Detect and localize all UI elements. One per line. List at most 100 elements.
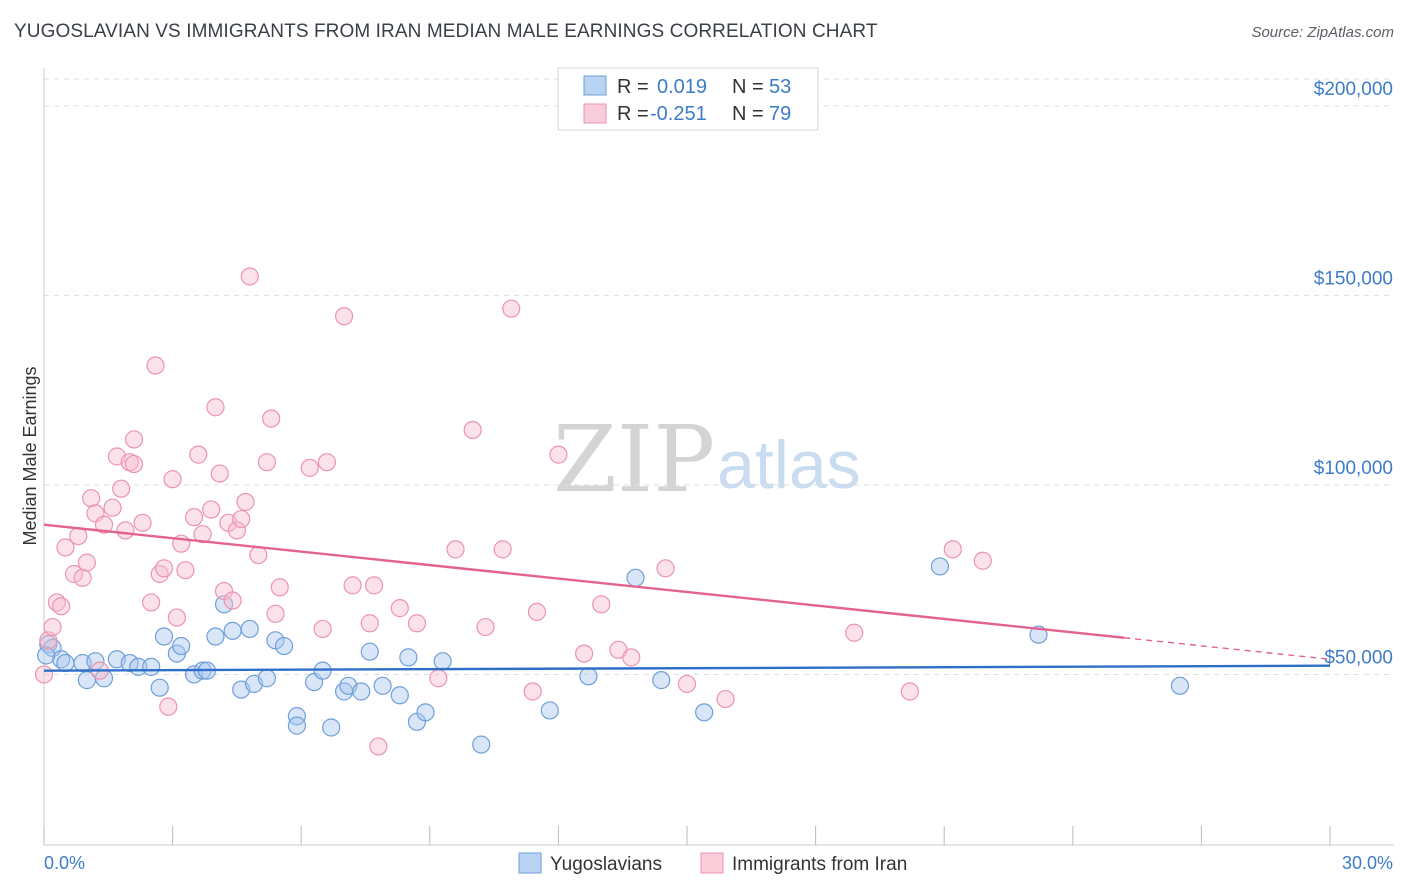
yugoslavian-point [373,676,392,695]
yugoslavian-point [154,627,174,646]
iran-point [476,617,495,637]
iran-point [493,540,512,559]
yugoslavian-point [223,621,242,640]
iran-trend-line [43,523,1125,639]
bottom-legend-swatch-iran [700,852,724,874]
legend-n-label-2: N = [732,103,764,125]
yugoslavian-point [1170,676,1190,695]
iran-point [407,614,427,633]
legend-swatch-yugoslavians [583,75,607,96]
iran-point [193,525,212,544]
iran-point [429,669,448,688]
y-tick-label: $200,000 [1314,79,1393,100]
iran-point [103,498,122,517]
yugoslavian-point [150,678,169,697]
iran-point [334,307,354,326]
iran-point [943,540,962,559]
iran-point [43,617,62,637]
iran-point [900,682,920,701]
y-axis-label: Median Male Earnings [20,366,40,545]
legend-r-label-1: R = [617,76,649,98]
yugoslavian-point [352,682,371,701]
yugoslavian-point [274,636,294,656]
legend-n-value-1: 53 [769,76,791,98]
iran-point [300,458,319,477]
yugoslavian-point [142,657,161,676]
yugoslavian-point [37,646,56,665]
iran-point [184,508,204,527]
legend-r-value-2: -0.251 [650,103,707,125]
iran-point [592,595,611,614]
iran-point [446,540,465,559]
yugoslavian-point [360,642,379,661]
yugoslavian-point [540,701,559,720]
iran-point [622,648,641,667]
yugoslavian-point [930,557,950,576]
watermark-atlas: atlas [717,427,861,503]
y-tick-label: $50,000 [1324,647,1393,668]
iran-point [142,593,161,612]
correlation-legend: R = 0.019 N = 53 R = -0.251 N = 79 [557,67,819,131]
iran-point [189,445,208,464]
iran-point [343,576,362,595]
x-tick-label-min: 0.0% [44,853,85,873]
yugoslavian-point [287,716,307,735]
iran-point [202,500,221,519]
yugoslavian-point [390,686,409,705]
x-axis-ticks [43,826,1331,845]
yugoslavian-point [433,652,452,671]
iran-point [656,559,675,578]
iran-point [249,545,268,565]
iran-point [973,551,992,570]
iran-point [167,608,186,627]
iran-point [716,689,735,709]
iran-point [369,737,388,756]
iran-point [317,453,337,472]
iran-point [146,356,165,375]
watermark-zip: ZIP [553,406,715,513]
yugoslavian-point [56,653,75,673]
yugoslavian-point [399,648,418,667]
iran-point [236,492,255,512]
yugoslavian-point [257,669,277,688]
iran-point [227,521,246,540]
iran-point [116,521,135,540]
bottom-legend-yugoslavians: Yugoslavians [550,854,662,875]
iran-point [124,454,144,474]
bottom-legend-iran: Immigrants from Iran [732,854,907,875]
source-label: Source: ZipAtlas.com [1251,24,1394,41]
iran-point [232,509,251,529]
iran-point [266,604,285,623]
y-tick-labels: $50,000 $100,000 $150,000 $200,000 [1314,79,1393,669]
iran-point [240,267,259,286]
iran-point [845,623,864,642]
iran-trend-line-extension [1124,637,1331,660]
yugoslavian-point [287,707,307,726]
iran-points [34,267,992,756]
iran-point [176,561,195,580]
yugoslavian-point [416,703,435,722]
iran-point [549,445,568,464]
iran-point [159,697,178,716]
iran-point [527,602,547,622]
iran-point [575,644,594,663]
iran-point [313,619,332,639]
yugoslavian-point [472,735,491,754]
iran-point [364,576,384,595]
iran-point [502,299,521,318]
iran-point [223,591,242,610]
iran-point [73,568,92,587]
iran-point [257,453,277,472]
iran-point [262,409,281,428]
gridlines [44,78,1394,675]
yugoslavian-point [626,568,645,587]
legend-r-label-2: R = [617,103,649,125]
iran-point [124,430,144,449]
iran-point [270,578,289,597]
legend-n-value-2: 79 [769,103,791,125]
yugoslavian-point [214,595,234,614]
yugoslavian-trend-line [43,664,1331,672]
yugoslavian-point [120,653,139,673]
trend-lines [43,523,1331,672]
